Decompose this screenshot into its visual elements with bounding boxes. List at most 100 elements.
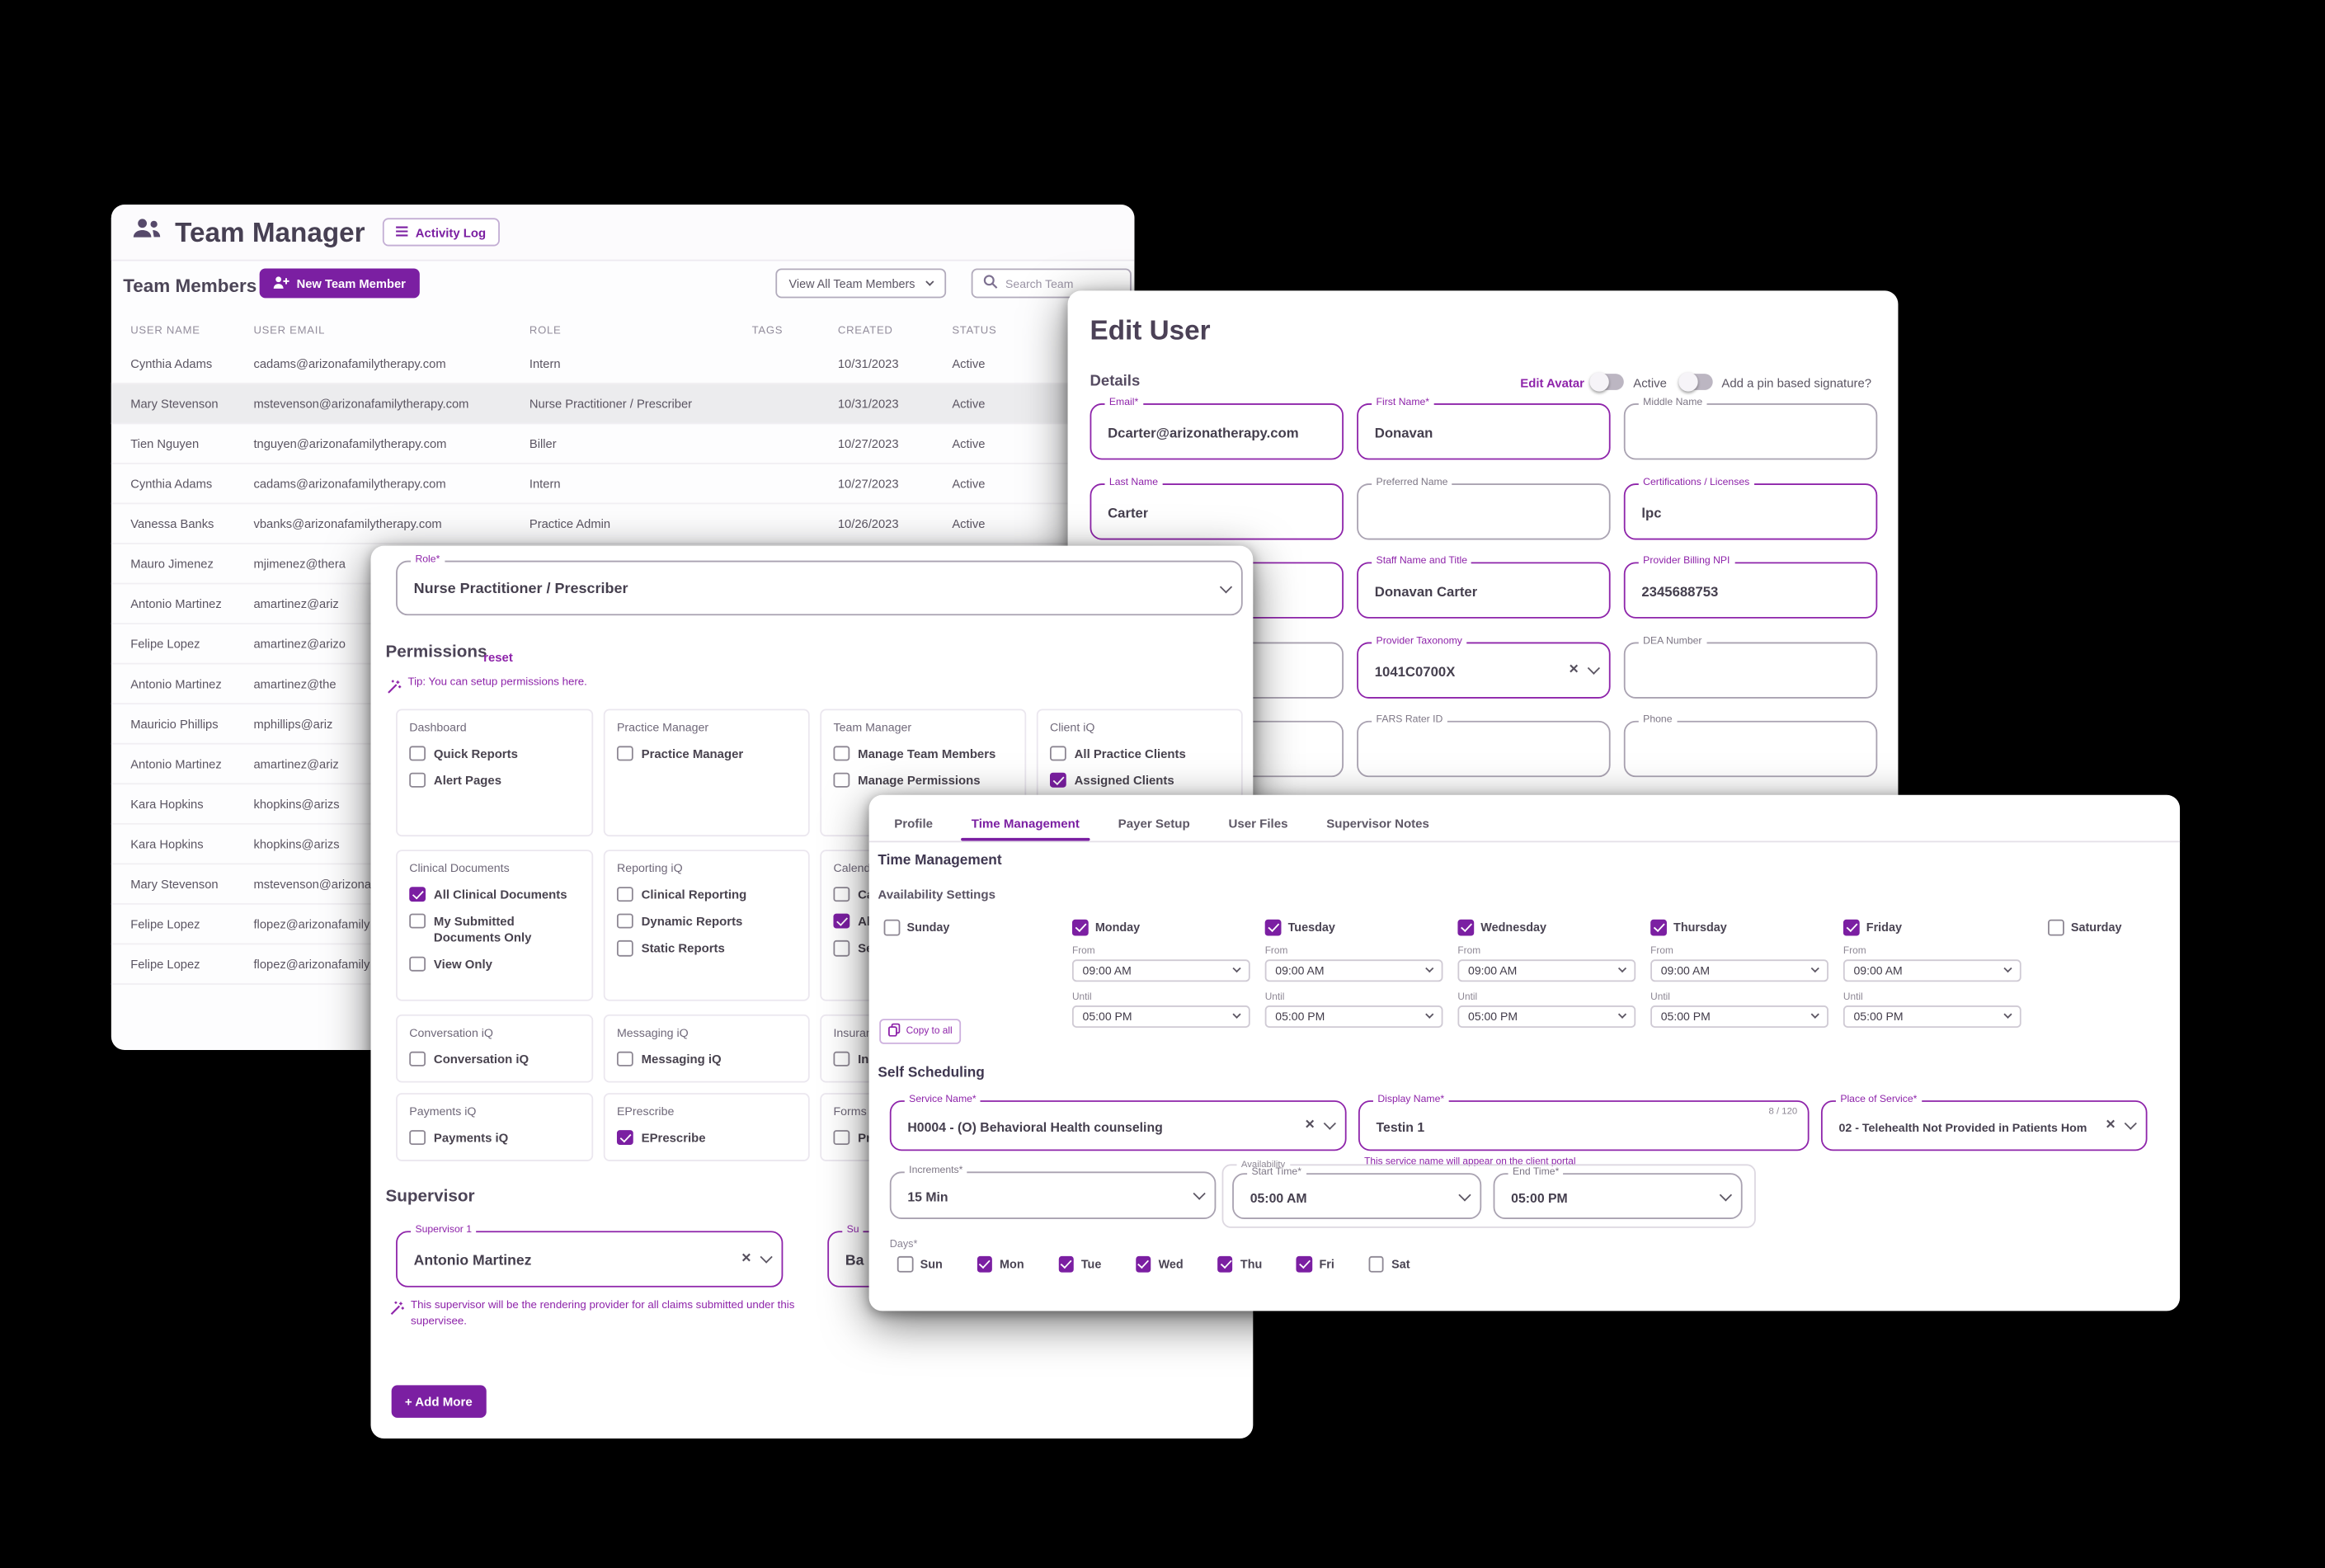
copy-icon [888, 1023, 901, 1040]
perm-checkbox-quick-reports[interactable]: Quick Reports [409, 745, 580, 761]
team-filter-select[interactable]: View All Team Members [775, 268, 947, 299]
wednesday-from-select[interactable]: 09:00 AM [1457, 958, 1636, 982]
day-tue-checkbox[interactable]: Tue [1057, 1255, 1101, 1272]
monday-checkbox[interactable]: Monday [1071, 919, 1250, 935]
tab-profile[interactable]: Profile [894, 815, 934, 830]
certifications-field[interactable]: Certifications / Licenses lpc [1623, 477, 1878, 539]
perm-checkbox-conversation-iq[interactable]: Conversation iQ [409, 1050, 580, 1067]
table-row-selected[interactable]: Mary Stevenson mstevenson@arizonafamilyth… [111, 384, 1135, 425]
monday-from-select[interactable]: 09:00 AM [1071, 958, 1250, 982]
thursday-until-select[interactable]: 05:00 PM [1650, 1005, 1828, 1028]
start-time-select[interactable]: Start Time* 05:00 AM [1232, 1167, 1482, 1219]
first-name-field[interactable]: First Name* Donavan [1357, 397, 1611, 460]
provider-taxonomy-field[interactable]: Provider Taxonomy 1041C0700X × [1357, 635, 1611, 698]
thursday-checkbox[interactable]: Thursday [1650, 919, 1828, 935]
end-time-select[interactable]: End Time* 05:00 PM [1493, 1167, 1743, 1219]
staff-name-field[interactable]: Staff Name and Title Donavan Carter [1357, 556, 1611, 619]
copy-to-all-button[interactable]: Copy to all [879, 1019, 962, 1044]
tuesday-checkbox[interactable]: Tuesday [1264, 919, 1443, 935]
provider-npi-field[interactable]: Provider Billing NPI 2345688753 [1623, 556, 1878, 619]
search-input[interactable] [1005, 276, 1109, 290]
display-name-field[interactable]: Display Name* Testin 1 8 / 120 [1358, 1094, 1810, 1151]
chevron-down-icon [925, 276, 934, 285]
chevron-down-icon[interactable] [760, 1250, 772, 1263]
activity-log-button[interactable]: Activity Log [383, 218, 500, 247]
service-name-select[interactable]: Service Name* H0004 - (O) Behavioral Hea… [889, 1094, 1347, 1151]
edit-avatar-link[interactable]: Edit Avatar [1520, 374, 1584, 389]
supervisor-1-select[interactable]: Supervisor 1 Antonio Martinez × [396, 1225, 784, 1288]
clear-icon[interactable]: × [741, 1249, 751, 1268]
perm-checkbox-static-reports[interactable]: Static Reports [616, 940, 797, 956]
perm-checkbox-payments-iq[interactable]: Payments iQ [409, 1129, 580, 1146]
perm-checkbox-forms-iq[interactable]: Pr [833, 1129, 1013, 1146]
chevron-down-icon[interactable] [1719, 1188, 1731, 1200]
clear-icon[interactable]: × [2106, 1115, 2116, 1134]
day-mon-checkbox[interactable]: Mon [977, 1255, 1024, 1272]
wednesday-until-select[interactable]: 05:00 PM [1457, 1005, 1636, 1028]
monday-until-select[interactable]: 05:00 PM [1071, 1005, 1250, 1028]
wednesday-checkbox[interactable]: Wednesday [1457, 919, 1636, 935]
perm-checkbox-manage-team-members[interactable]: Manage Team Members [833, 745, 1013, 761]
tab-supervisor-notes[interactable]: Supervisor Notes [1326, 815, 1429, 830]
clear-icon[interactable]: × [1569, 660, 1579, 678]
chevron-down-icon[interactable] [2124, 1117, 2136, 1129]
email-field[interactable]: Email* Dcarter@arizonatherapy.com [1090, 397, 1344, 460]
chevron-down-icon[interactable] [1219, 580, 1231, 592]
chevron-down-icon[interactable] [1458, 1188, 1471, 1200]
day-wed-checkbox[interactable]: Wed [1135, 1255, 1184, 1272]
preferred-name-field[interactable]: Preferred Name [1357, 477, 1611, 539]
role-select[interactable]: Role* Nurse Practitioner / Prescriber [396, 554, 1243, 616]
table-row[interactable]: Tien Nguyen tnguyen@arizonafamilytherapy.… [111, 424, 1135, 464]
day-fri-checkbox[interactable]: Fri [1296, 1255, 1334, 1272]
clear-icon[interactable]: × [1305, 1115, 1315, 1134]
perm-checkbox-dynamic-reports[interactable]: Dynamic Reports [616, 913, 797, 930]
thursday-from-select[interactable]: 09:00 AM [1650, 958, 1828, 982]
table-row[interactable]: Cynthia Adams cadams@arizonafamilytherapy… [111, 344, 1135, 384]
perm-checkbox-alert-pages[interactable]: Alert Pages [409, 772, 580, 789]
pin-signature-toggle[interactable] [1678, 372, 1713, 392]
place-of-service-select[interactable]: Place of Service* 02 - Telehealth Not Pr… [1820, 1094, 2148, 1151]
day-thu-checkbox[interactable]: Thu [1217, 1255, 1262, 1272]
friday-checkbox[interactable]: Friday [1843, 919, 2021, 935]
fars-rater-field[interactable]: FARS Rater ID [1357, 714, 1611, 778]
perm-checkbox-eprescribe[interactable]: EPrescribe [616, 1129, 797, 1146]
perm-checkbox-all-clinical-documents[interactable]: All Clinical Documents [409, 886, 580, 902]
dea-number-field[interactable]: DEA Number [1623, 635, 1878, 698]
tab-payer-setup[interactable]: Payer Setup [1118, 815, 1190, 830]
middle-name-field[interactable]: Middle Name [1623, 397, 1878, 460]
new-team-member-button[interactable]: New Team Member [259, 268, 420, 299]
perm-checkbox-calendar-2[interactable]: Al [833, 913, 1013, 930]
tab-user-files[interactable]: User Files [1228, 815, 1288, 830]
active-toggle[interactable] [1590, 372, 1625, 392]
chevron-down-icon[interactable] [1193, 1187, 1205, 1199]
perm-checkbox-view-only[interactable]: View Only [409, 956, 580, 972]
reset-permissions-link[interactable]: reset [483, 649, 513, 665]
perm-checkbox-all-practice-clients[interactable]: All Practice Clients [1049, 745, 1230, 761]
perm-checkbox-assigned-clients[interactable]: Assigned Clients [1049, 772, 1230, 789]
table-row[interactable]: Cynthia Adams cadams@arizonafamilytherapy… [111, 464, 1135, 505]
sunday-checkbox[interactable]: Sunday [883, 919, 1062, 935]
tuesday-from-select[interactable]: 09:00 AM [1264, 958, 1443, 982]
tuesday-until-select[interactable]: 05:00 PM [1264, 1005, 1443, 1028]
day-sun-checkbox[interactable]: Sun [897, 1255, 943, 1272]
perm-checkbox-insurance[interactable]: In [833, 1050, 1013, 1067]
perm-checkbox-messaging-iq[interactable]: Messaging iQ [616, 1050, 797, 1067]
saturday-checkbox[interactable]: Saturday [2048, 919, 2226, 935]
tab-time-management[interactable]: Time Management [952, 804, 1099, 841]
add-more-button[interactable]: + Add More [391, 1385, 486, 1418]
phone-field[interactable]: Phone [1623, 714, 1878, 778]
perm-checkbox-clinical-reporting[interactable]: Clinical Reporting [616, 886, 797, 902]
search-icon [983, 270, 998, 296]
perm-checkbox-practice-manager[interactable]: Practice Manager [616, 745, 797, 761]
last-name-field[interactable]: Last Name Carter [1090, 477, 1344, 539]
chevron-down-icon[interactable] [1323, 1117, 1335, 1129]
perm-checkbox-my-submitted-documents[interactable]: My Submitted Documents Only [409, 913, 580, 945]
increments-select[interactable]: Increments* 15 Min [889, 1165, 1217, 1219]
chevron-down-icon[interactable] [1587, 662, 1599, 674]
table-row[interactable]: Vanessa Banks vbanks@arizonafamilytherapy… [111, 504, 1135, 544]
day-sat-checkbox[interactable]: Sat [1368, 1255, 1410, 1272]
perm-checkbox-manage-permissions[interactable]: Manage Permissions [833, 772, 1013, 789]
friday-from-select[interactable]: 09:00 AM [1843, 958, 2021, 982]
friday-until-select[interactable]: 05:00 PM [1843, 1005, 2021, 1028]
